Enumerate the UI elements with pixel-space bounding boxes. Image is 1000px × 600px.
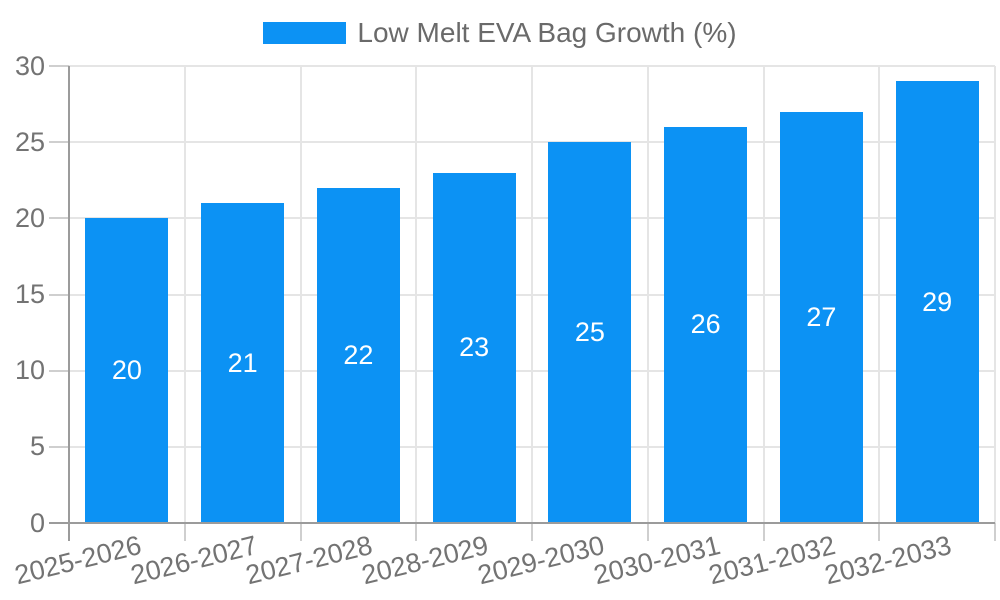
bar: 21 xyxy=(201,203,285,523)
x-axis-tick xyxy=(531,523,533,541)
y-axis-tick xyxy=(49,445,69,448)
y-axis-tick xyxy=(49,65,69,67)
y-axis-tick-label: 0 xyxy=(29,507,45,538)
bar: 27 xyxy=(779,111,863,523)
y-axis-tick xyxy=(49,141,69,144)
bar-value-label: 25 xyxy=(574,317,605,348)
x-axis-tick xyxy=(646,523,649,541)
bar: 25 xyxy=(548,142,632,523)
y-axis-tick-label: 30 xyxy=(14,50,45,81)
x-gridline xyxy=(878,66,881,523)
bar: 26 xyxy=(664,126,748,523)
bar-value-label: 29 xyxy=(922,286,953,317)
legend-label: Low Melt EVA Bag Growth (%) xyxy=(357,17,737,48)
bar-value-label: 27 xyxy=(806,301,837,332)
x-gridline xyxy=(183,66,186,523)
x-axis-tick xyxy=(994,523,996,541)
x-gridline xyxy=(415,66,418,523)
bar-value-label: 22 xyxy=(343,339,374,370)
bar: 22 xyxy=(316,187,400,523)
x-gridline xyxy=(531,66,533,523)
y-axis-tick xyxy=(49,369,69,372)
x-gridline xyxy=(299,66,302,523)
x-gridline xyxy=(646,66,649,523)
x-axis-tick xyxy=(68,523,70,541)
x-axis-tick xyxy=(878,523,881,541)
y-axis-tick-label: 20 xyxy=(14,202,45,233)
y-gridline xyxy=(69,65,995,67)
y-axis-tick xyxy=(49,217,69,220)
bar: 20 xyxy=(85,218,169,523)
y-axis-line xyxy=(68,66,70,541)
legend-color-swatch xyxy=(263,22,347,44)
y-axis-tick xyxy=(49,293,69,296)
legend-item[interactable]: Low Melt EVA Bag Growth (%) xyxy=(0,18,1000,48)
y-axis-tick-label: 15 xyxy=(14,279,45,309)
bar: 29 xyxy=(895,81,979,523)
x-axis-tick xyxy=(183,523,186,541)
bar-value-label: 21 xyxy=(227,347,258,378)
x-gridline xyxy=(762,66,765,523)
y-axis-tick-label: 25 xyxy=(14,126,45,157)
bar: 23 xyxy=(432,172,516,523)
x-axis-tick xyxy=(415,523,418,541)
bar-value-label: 20 xyxy=(111,355,142,386)
y-axis-tick-label: 10 xyxy=(14,355,45,386)
y-axis-tick-label: 5 xyxy=(29,431,45,462)
x-gridline xyxy=(994,66,996,523)
bar-value-label: 23 xyxy=(459,332,490,363)
x-axis-tick xyxy=(299,523,302,541)
x-axis-tick xyxy=(762,523,765,541)
bar-value-label: 26 xyxy=(690,309,721,340)
